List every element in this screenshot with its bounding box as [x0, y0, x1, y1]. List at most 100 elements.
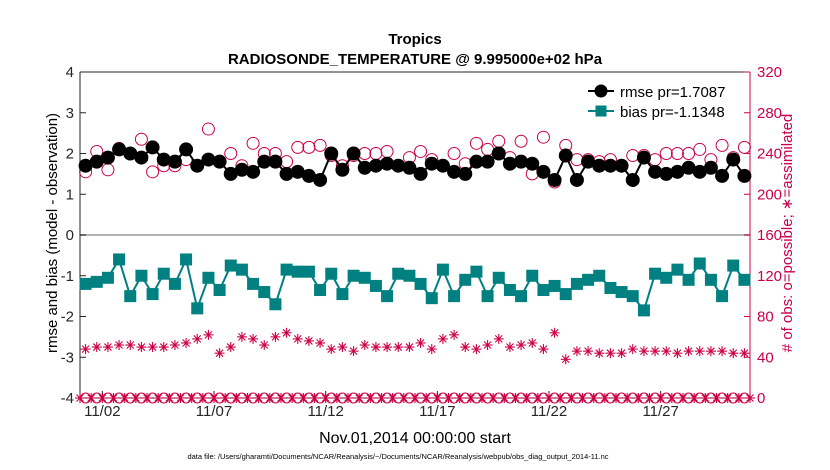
obs-assimilated-point	[359, 340, 370, 351]
bias-point	[291, 265, 304, 278]
obs-possible-point	[146, 165, 160, 179]
rmse-point	[703, 160, 718, 175]
bias-point	[671, 263, 684, 276]
bias-point	[191, 302, 204, 315]
obs-assimilated-zero-point	[544, 393, 554, 403]
bias-point	[247, 277, 260, 290]
y-tick-label-right: 280	[757, 105, 782, 122]
obs-possible-point	[369, 147, 383, 160]
obs-assimilated-zero-point	[733, 393, 744, 403]
obs-assimilated-zero-point	[711, 393, 722, 403]
obs-assimilated-zero-point	[499, 393, 510, 403]
rmse-point	[491, 146, 506, 161]
bias-point	[727, 259, 740, 272]
obs-assimilated-point	[281, 327, 292, 338]
obs-assimilated-point	[627, 344, 638, 355]
obs-assimilated-point	[527, 337, 538, 348]
bias-point	[660, 271, 673, 284]
obs-assimilated-point	[460, 342, 471, 353]
bias-point	[738, 273, 751, 286]
obs-assimilated-point	[538, 344, 549, 355]
bias-point	[280, 263, 293, 276]
legend-bias-label: bias pr=-1.1348	[620, 104, 725, 121]
obs-assimilated-point	[717, 346, 728, 357]
bias-point	[325, 267, 338, 280]
obs-assimilated-zero-point	[555, 393, 566, 403]
rmse-point	[212, 154, 227, 169]
obs-assimilated-point	[504, 342, 515, 353]
bias-point	[314, 284, 327, 297]
rmse-point	[179, 142, 194, 157]
obs-assimilated-zero-point	[387, 393, 398, 403]
obs-assimilated-zero-point	[365, 393, 376, 403]
rmse-point	[715, 168, 730, 183]
obs-assimilated-point	[91, 342, 102, 353]
legend-box	[584, 80, 742, 122]
obs-possible-point	[313, 138, 327, 152]
obs-assimilated-point	[214, 348, 225, 359]
bias-point	[704, 273, 717, 286]
obs-assimilated-point	[638, 346, 649, 357]
obs-assimilated-point	[449, 329, 460, 340]
rmse-point	[480, 154, 495, 169]
rmse-point	[346, 146, 361, 161]
obs-assimilated-point	[437, 333, 448, 344]
rmse-point	[313, 172, 328, 187]
bias-point	[582, 273, 595, 286]
obs-assimilated-point	[114, 340, 125, 351]
obs-assimilated-point	[493, 333, 504, 344]
rmse-point	[458, 166, 473, 181]
obs-assimilated-point	[80, 344, 91, 355]
obs-possible-point	[414, 144, 428, 158]
y-tick-label-left: -4	[61, 390, 74, 407]
obs-assimilated-point	[404, 342, 415, 353]
bias-point	[716, 290, 729, 303]
bias-point	[90, 275, 103, 288]
obs-assimilated-zero-point	[153, 393, 164, 403]
obs-assimilated-point	[181, 337, 192, 348]
bias-point	[515, 290, 528, 303]
obs-assimilated-zero-point	[633, 393, 644, 403]
obs-assimilated-zero-point	[622, 393, 633, 403]
obs-assimilated-point	[516, 340, 527, 351]
bias-point	[302, 265, 315, 278]
obs-assimilated-point	[259, 340, 270, 351]
obs-assimilated-zero-point	[343, 393, 353, 403]
obs-possible-point	[134, 132, 148, 146]
rmse-point	[190, 158, 205, 173]
y-tick-label-right: 160	[757, 227, 782, 244]
obs-possible-point	[715, 138, 729, 152]
obs-assimilated-point	[739, 348, 750, 359]
obs-assimilated-zero-point	[130, 393, 141, 403]
obs-assimilated-point	[136, 342, 147, 353]
obs-possible-point	[469, 136, 483, 150]
obs-possible-point	[380, 144, 394, 158]
obs-assimilated-point	[203, 329, 214, 340]
y-tick-label-right: 240	[757, 146, 782, 163]
y-tick-label-left: 2	[66, 146, 74, 163]
obs-assimilated-point	[270, 331, 281, 342]
obs-assimilated-point	[672, 348, 683, 359]
obs-assimilated-point	[549, 327, 560, 338]
rmse-point	[435, 158, 450, 173]
obs-assimilated-zero-point	[220, 393, 231, 403]
bias-point	[135, 269, 148, 282]
obs-assimilated-zero-point	[488, 393, 499, 403]
obs-assimilated-zero-point	[309, 393, 320, 403]
obs-assimilated-zero-point	[577, 393, 588, 403]
obs-assimilated-zero-point	[521, 393, 532, 403]
rmse-point	[246, 164, 261, 179]
bias-point	[649, 267, 662, 280]
rmse-point	[335, 162, 350, 177]
obs-possible-point	[224, 147, 238, 160]
obs-assimilated-zero-point	[331, 393, 342, 403]
obs-possible-point	[693, 142, 707, 156]
obs-assimilated-zero-point	[588, 393, 599, 403]
obs-assimilated-point	[571, 346, 582, 357]
obs-assimilated-zero-point	[242, 393, 253, 403]
bias-point	[269, 298, 282, 311]
obs-assimilated-point	[292, 333, 303, 344]
obs-possible-point	[648, 153, 662, 167]
x-tick-label: 11/12	[307, 403, 343, 420]
bias-point	[593, 269, 606, 282]
